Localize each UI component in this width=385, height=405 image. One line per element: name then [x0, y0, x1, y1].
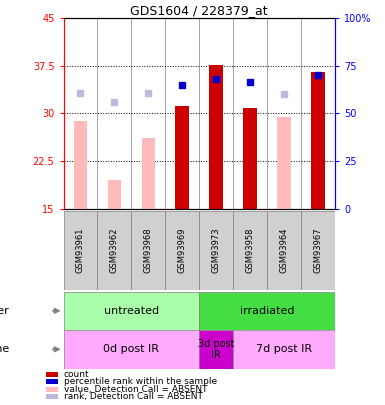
Text: 0d post IR: 0d post IR	[104, 344, 159, 354]
Text: GSM93964: GSM93964	[280, 227, 289, 273]
Bar	[301, 211, 335, 290]
Bar	[243, 108, 257, 209]
Bar	[142, 138, 155, 209]
Title: GDS1604 / 228379_at: GDS1604 / 228379_at	[131, 4, 268, 17]
Bar	[165, 211, 199, 290]
Bar	[311, 72, 325, 209]
Bar	[64, 330, 199, 369]
Bar	[131, 211, 165, 290]
Bar	[97, 211, 131, 290]
Text: count: count	[64, 370, 89, 379]
Bar	[64, 292, 199, 330]
Bar	[233, 330, 335, 369]
Bar	[199, 330, 233, 369]
Text: GSM93961: GSM93961	[76, 227, 85, 273]
Text: GSM93968: GSM93968	[144, 227, 153, 273]
Text: 7d post IR: 7d post IR	[256, 344, 312, 354]
Text: GSM93969: GSM93969	[178, 227, 187, 273]
Text: rank, Detection Call = ABSENT: rank, Detection Call = ABSENT	[64, 392, 203, 401]
Text: time: time	[0, 344, 10, 354]
Bar	[108, 180, 121, 209]
Bar	[199, 292, 335, 330]
Text: percentile rank within the sample: percentile rank within the sample	[64, 377, 217, 386]
Bar	[277, 117, 291, 209]
Text: GSM93958: GSM93958	[246, 227, 254, 273]
Text: irradiated: irradiated	[240, 306, 295, 316]
Bar	[64, 211, 97, 290]
Bar	[267, 211, 301, 290]
Bar	[199, 211, 233, 290]
Text: other: other	[0, 306, 10, 316]
Bar	[209, 64, 223, 209]
Bar	[233, 211, 267, 290]
Bar	[74, 121, 87, 209]
Text: GSM93973: GSM93973	[212, 227, 221, 273]
Text: value, Detection Call = ABSENT: value, Detection Call = ABSENT	[64, 385, 207, 394]
Text: 3d post
IR: 3d post IR	[198, 339, 234, 360]
Text: GSM93962: GSM93962	[110, 227, 119, 273]
Text: untreated: untreated	[104, 306, 159, 316]
Text: GSM93967: GSM93967	[313, 227, 323, 273]
Bar	[176, 106, 189, 209]
